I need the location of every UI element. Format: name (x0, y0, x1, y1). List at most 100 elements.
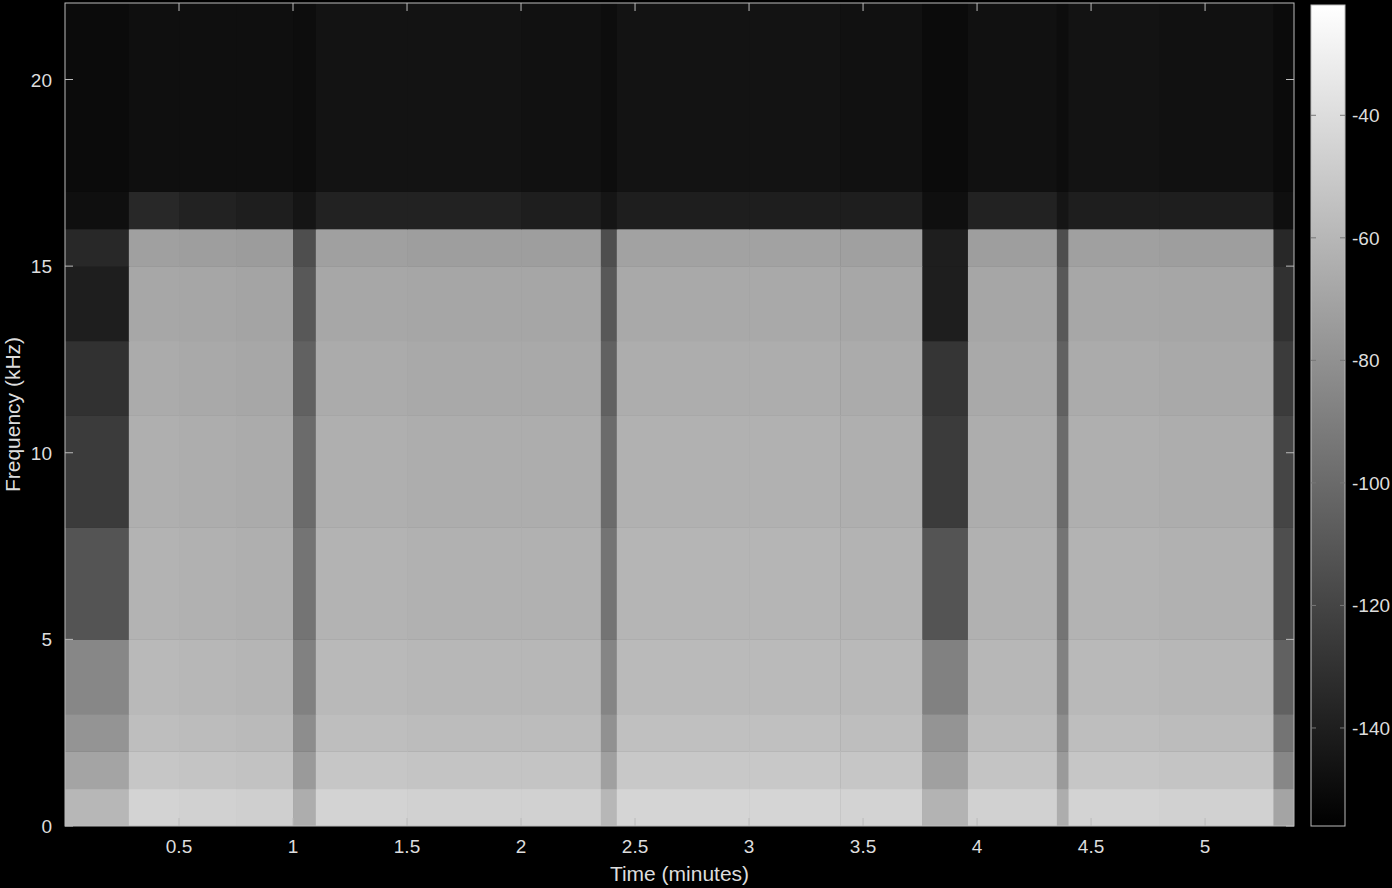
cell (968, 266, 1057, 341)
cell (236, 714, 294, 752)
cell (129, 266, 180, 341)
cell (407, 3, 522, 192)
cell (316, 415, 408, 527)
x-axis-label: Time (minutes) (610, 862, 749, 885)
cell (521, 341, 601, 416)
cell (749, 415, 841, 527)
cell (1159, 341, 1274, 416)
cell (601, 714, 617, 752)
cell (407, 789, 522, 826)
cell (922, 341, 968, 416)
cell (179, 639, 237, 714)
cell (601, 3, 617, 192)
cell (968, 415, 1057, 527)
cell (179, 191, 237, 229)
cell (749, 341, 841, 416)
cell (617, 751, 750, 789)
cell (968, 191, 1057, 229)
x-tick (863, 818, 864, 826)
cell (179, 3, 237, 192)
cell (65, 714, 129, 752)
cell (922, 3, 968, 192)
cell (179, 527, 237, 639)
cell (129, 714, 180, 752)
colorbar-tick-label: -80 (1352, 350, 1379, 371)
cell (236, 527, 294, 639)
cell (236, 789, 294, 826)
colorbar-tick-label: -60 (1352, 228, 1379, 249)
cell (968, 3, 1057, 192)
cell (129, 341, 180, 416)
cell (1159, 751, 1274, 789)
cell (1057, 527, 1069, 639)
x-tick (749, 818, 750, 826)
cell (968, 714, 1057, 752)
cell (749, 639, 841, 714)
cell (1057, 639, 1069, 714)
background (0, 0, 1392, 888)
cell (749, 191, 841, 229)
cell (1273, 714, 1294, 752)
cell (521, 415, 601, 527)
x-tick-label: 2.5 (622, 836, 648, 857)
x-tick-top (1091, 3, 1092, 11)
y-tick-right (1286, 826, 1294, 827)
cell (922, 229, 968, 267)
cell (1273, 191, 1294, 229)
cell (65, 341, 129, 416)
cell (293, 714, 316, 752)
cell (1273, 266, 1294, 341)
cell (1273, 639, 1294, 714)
cell (617, 714, 750, 752)
cell (922, 266, 968, 341)
cell (1057, 266, 1069, 341)
cell (617, 639, 750, 714)
cell (129, 415, 180, 527)
colorbar-tick-right (1340, 605, 1345, 606)
cell (922, 751, 968, 789)
y-tick-right (1286, 639, 1294, 640)
cell (601, 266, 617, 341)
x-tick (1091, 818, 1092, 826)
cell (407, 266, 522, 341)
colorbar-tick (1311, 115, 1316, 116)
cell (1273, 789, 1294, 826)
cell (1057, 341, 1069, 416)
x-tick-label: 0.5 (166, 836, 192, 857)
cell (293, 415, 316, 527)
cell (236, 266, 294, 341)
cell (1159, 3, 1274, 192)
cell (293, 229, 316, 267)
cell (617, 229, 750, 267)
cell (617, 789, 750, 826)
cell (1273, 527, 1294, 639)
cell (840, 3, 923, 192)
cell (293, 3, 316, 192)
cell (407, 341, 522, 416)
x-tick-label: 1.5 (394, 836, 420, 857)
cell (65, 751, 129, 789)
cell (521, 229, 601, 267)
cell (65, 789, 129, 826)
cell (968, 751, 1057, 789)
colorbar-tick-right (1340, 237, 1345, 238)
cell (316, 229, 408, 267)
cell (749, 229, 841, 267)
x-tick-label: 3.5 (850, 836, 876, 857)
cell (601, 341, 617, 416)
cell (1273, 229, 1294, 267)
x-tick-top (863, 3, 864, 11)
cell (1068, 751, 1160, 789)
cell (1159, 527, 1274, 639)
x-tick-top (1205, 3, 1206, 11)
cell (840, 527, 923, 639)
cell (968, 229, 1057, 267)
y-tick-right (1286, 266, 1294, 267)
cell (617, 415, 750, 527)
cell (1068, 639, 1160, 714)
cell (1159, 415, 1274, 527)
cell (1068, 415, 1160, 527)
cell (749, 714, 841, 752)
cell (749, 3, 841, 192)
cell (840, 415, 923, 527)
